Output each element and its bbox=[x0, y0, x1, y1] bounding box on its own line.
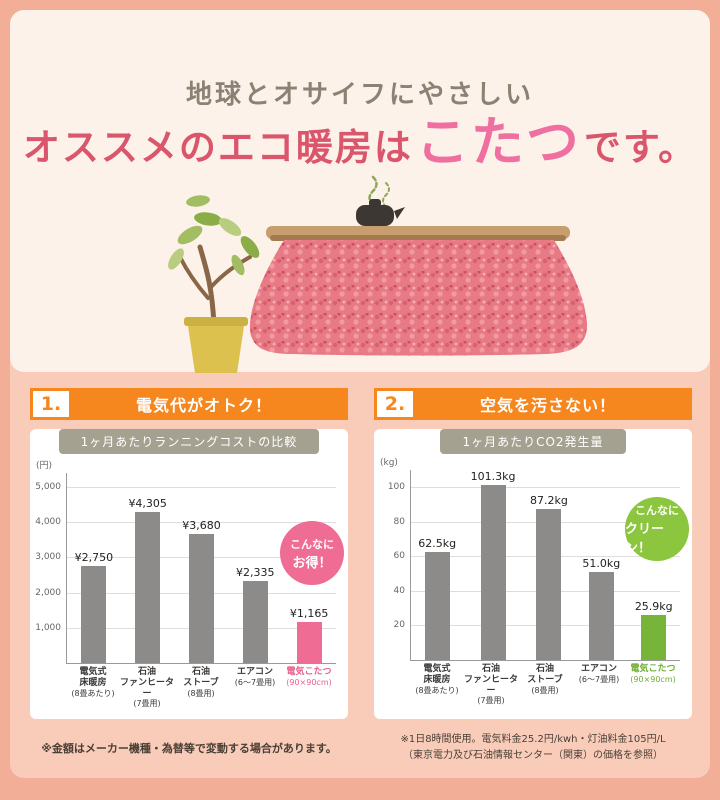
bar-value-label: ¥1,165 bbox=[289, 607, 329, 621]
co2-chart-title: 1ヶ月あたりCO2発生量 bbox=[440, 429, 626, 454]
co2-y-axis: 20 40 60 80 100 bbox=[378, 470, 410, 660]
kotatsu-icon bbox=[249, 226, 588, 356]
x-category-label: 電気式 床暖房 (8畳あたり) bbox=[71, 667, 115, 698]
bar-value-label: 25.9kg bbox=[634, 600, 673, 614]
cost-plot-area: ¥2,750 ¥4,305 ¥3,680 ¥2,335 ¥1,165 bbox=[66, 473, 336, 664]
headline-pre: オススメのエコ暖房は bbox=[22, 125, 413, 169]
plant-icon bbox=[168, 195, 260, 373]
y-tick-label: 20 bbox=[393, 620, 405, 631]
bar bbox=[536, 509, 562, 660]
section-cost: 1. 電気代がオトク！ 1ヶ月あたりランニングコストの比較 (円) 1,000 2… bbox=[30, 388, 348, 719]
gridline bbox=[67, 487, 336, 489]
section-2-header: 2. 空気を汚さない！ bbox=[374, 388, 692, 420]
footnote-co2-line2: （東京電力及び石油情報センター（関東）の価格を参照） bbox=[403, 749, 663, 761]
x-category-label: 電気こたつ (90×90cm) bbox=[630, 664, 676, 684]
bar-column: ¥3,680 bbox=[182, 473, 221, 663]
y-tick-label: 2,000 bbox=[35, 587, 61, 598]
x-category-label: エアコン (6〜7畳用) bbox=[578, 664, 620, 684]
savings-badge-line2: お得！ bbox=[292, 555, 332, 571]
footnote-cost: ※金額はメーカー機種・為替等で変動する場合があります。 bbox=[41, 742, 337, 755]
bar-column: 101.3kg bbox=[471, 470, 516, 660]
clean-badge-line2: クリーン！ bbox=[625, 522, 665, 556]
bar-highlight bbox=[296, 622, 322, 663]
bar-column: ¥2,750 bbox=[74, 473, 114, 663]
bar-value-label: ¥3,680 bbox=[182, 518, 221, 532]
cost-chart-title: 1ヶ月あたりランニングコストの比較 bbox=[58, 429, 320, 454]
bar-value-label: 101.3kg bbox=[470, 470, 516, 484]
x-category-label: エアコン (6〜7畳用) bbox=[234, 667, 276, 687]
y-tick-label: 4,000 bbox=[35, 517, 61, 528]
co2-chart-unit: (kg) bbox=[380, 458, 398, 468]
bar bbox=[135, 511, 161, 663]
clean-badge: こんなに クリーン！ bbox=[625, 497, 689, 561]
gridline bbox=[67, 522, 336, 524]
section-co2: 2. 空気を汚さない！ 1ヶ月あたりCO2発生量 (kg) 20 40 60 80 10… bbox=[374, 388, 692, 719]
headline-sub: 地球とオサイフにやさしい bbox=[185, 80, 534, 110]
savings-badge-line1: こんなに bbox=[290, 537, 334, 551]
bar bbox=[188, 533, 214, 663]
y-tick-label: 1,000 bbox=[35, 622, 61, 633]
x-category-label: 石油 ファンヒーター (7畳用) bbox=[464, 664, 519, 706]
bar bbox=[588, 571, 614, 660]
hero-card: 地球とオサイフにやさしい オススメのエコ暖房はこたつです。 bbox=[10, 10, 710, 373]
cost-chart-plot: 1,000 2,000 3,000 4,000 5,000 ¥2,750 ¥4,305 ¥3… bbox=[30, 473, 348, 664]
bar-highlight bbox=[641, 615, 667, 660]
co2-chart-plot: 20 40 60 80 100 62.5kg 101.3kg 87.2kg 51.0kg 25.… bbox=[374, 470, 692, 661]
cost-y-axis: 1,000 2,000 3,000 4,000 5,000 bbox=[34, 473, 66, 663]
section-2-title: 空気を汚さない！ bbox=[479, 396, 616, 415]
clean-badge-line1: こんなに bbox=[635, 504, 679, 517]
x-category-label: 電気こたつ (90×90cm) bbox=[286, 667, 332, 687]
gridline bbox=[411, 487, 680, 489]
co2-plot-area: 62.5kg 101.3kg 87.2kg 51.0kg 25.9kg bbox=[410, 470, 680, 661]
bar-value-label: ¥2,335 bbox=[236, 565, 275, 579]
bar-value-label: 51.0kg bbox=[582, 556, 621, 570]
cost-x-axis: 電気式 床暖房 (8畳あたり) 石油 ファンヒーター (7畳用) 石油 ストーブ (8畳用) エア… bbox=[30, 664, 348, 709]
bar-value-label: ¥2,750 bbox=[74, 551, 114, 565]
bar bbox=[424, 552, 450, 660]
footnote-co2-line1: ※1日8時間使用。電気料金25.2円/kwh・灯油料金105円/L bbox=[400, 734, 666, 745]
x-category-label: 石油 ストーブ (8畳用) bbox=[183, 667, 219, 698]
y-tick-label: 5,000 bbox=[35, 482, 61, 493]
y-tick-label: 60 bbox=[393, 551, 405, 562]
section-1-number: 1. bbox=[40, 393, 62, 415]
headline-main: オススメのエコ暖房はこたつです。 bbox=[10, 112, 710, 177]
y-tick-label: 80 bbox=[393, 516, 405, 527]
headline-kotatsu-word: こたつ bbox=[415, 111, 581, 173]
x-category-label: 石油 ファンヒーター (7畳用) bbox=[120, 667, 175, 709]
bar bbox=[81, 566, 107, 663]
cost-chart-panel: 1ヶ月あたりランニングコストの比較 (円) 1,000 2,000 3,000 4,0… bbox=[30, 429, 348, 719]
bar-value-label: ¥4,305 bbox=[128, 496, 167, 510]
y-tick-label: 40 bbox=[393, 585, 405, 596]
bar bbox=[242, 580, 268, 663]
bar-column: ¥4,305 bbox=[128, 473, 167, 663]
teapot-icon bbox=[356, 199, 405, 226]
bar-column: 87.2kg bbox=[530, 470, 568, 660]
bar-column: 51.0kg bbox=[582, 470, 620, 660]
bar-column: ¥2,335 bbox=[236, 473, 275, 663]
savings-badge: こんなに お得！ bbox=[280, 521, 344, 585]
kotatsu-plant-illustration bbox=[168, 175, 588, 373]
x-category-label: 電気式 床暖房 (8畳あたり) bbox=[415, 664, 459, 695]
co2-x-axis: 電気式 床暖房 (8畳あたり) 石油 ファンヒーター (7畳用) 石油 ストーブ (8畳用) エア… bbox=[374, 661, 692, 706]
headline-post: です。 bbox=[583, 125, 698, 169]
bar-value-label: 62.5kg bbox=[418, 537, 457, 551]
x-category-label: 石油 ストーブ (8畳用) bbox=[527, 664, 563, 695]
section-1-title: 電気代がオトク！ bbox=[135, 396, 272, 415]
bar-column: ¥1,165 bbox=[289, 473, 329, 663]
bar-column: 62.5kg bbox=[418, 470, 456, 660]
y-tick-label: 100 bbox=[387, 482, 405, 493]
bar bbox=[480, 485, 506, 660]
co2-chart-panel: 1ヶ月あたりCO2発生量 (kg) 20 40 60 80 100 62.5kg 101.… bbox=[374, 429, 692, 719]
bar-column: 25.9kg bbox=[635, 470, 673, 660]
cost-chart-unit: (円) bbox=[36, 461, 53, 471]
section-1-header: 1. 電気代がオトク！ bbox=[30, 388, 348, 420]
section-2-number: 2. bbox=[384, 393, 406, 415]
section-2-number-box: 2. bbox=[377, 391, 413, 417]
footnote-co2: ※1日8時間使用。電気料金25.2円/kwh・灯油料金105円/L （東京電力及… bbox=[366, 732, 700, 763]
bar-value-label: 87.2kg bbox=[530, 494, 568, 508]
section-1-number-box: 1. bbox=[33, 391, 69, 417]
y-tick-label: 3,000 bbox=[35, 552, 61, 563]
